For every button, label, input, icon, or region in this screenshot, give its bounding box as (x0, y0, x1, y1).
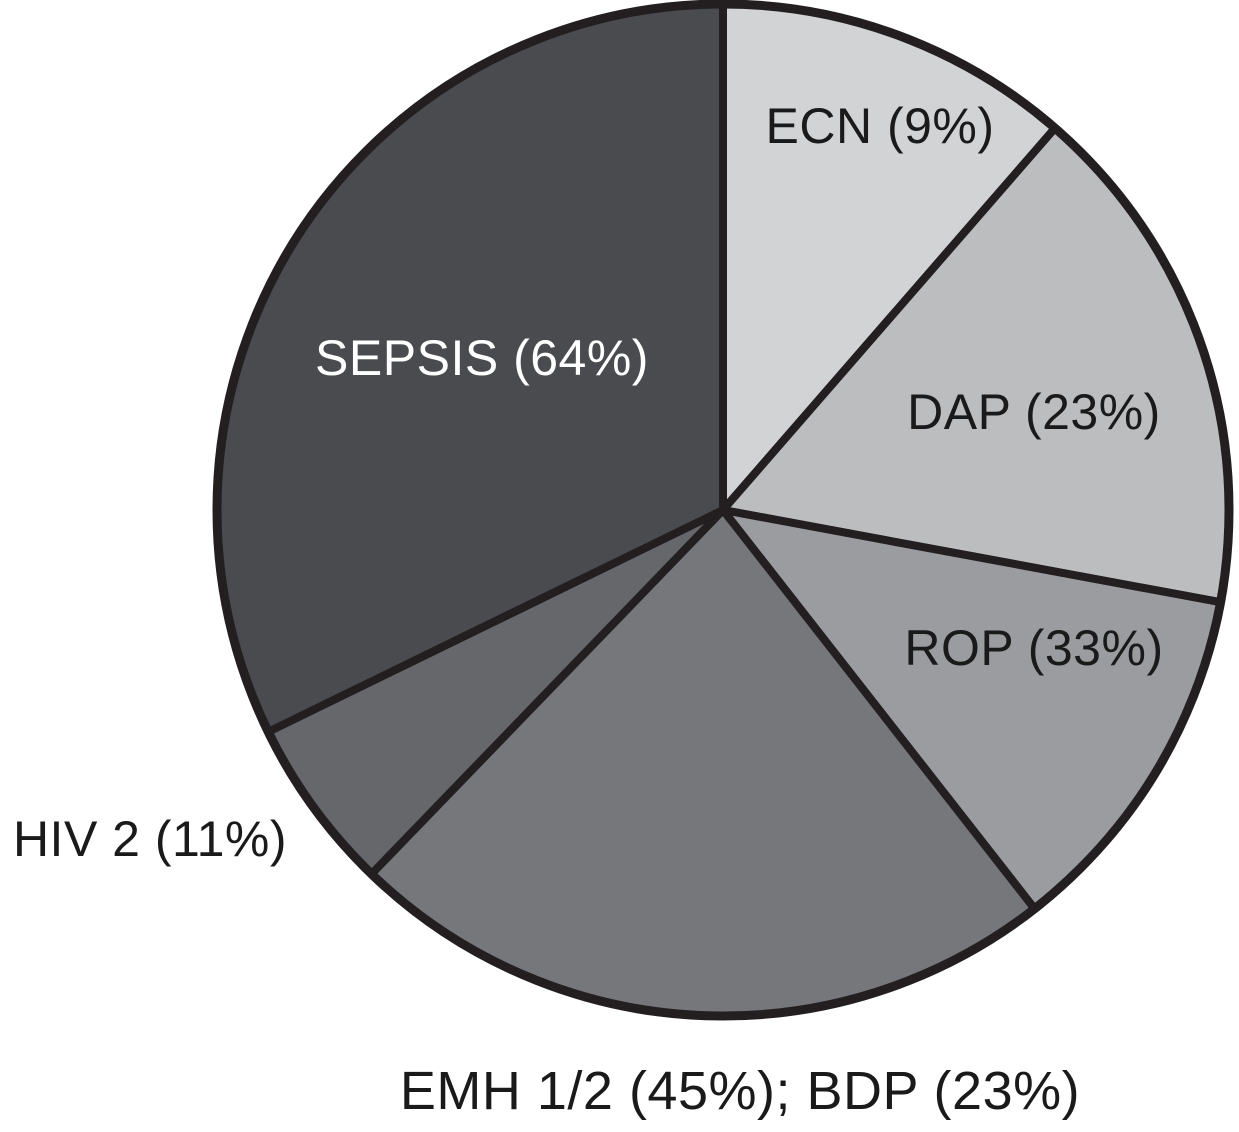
pie-outer-rim (212, 0, 1234, 1021)
slice-label-dap: DAP (23%) (907, 384, 1161, 440)
slice-label-emh-bdp: EMH 1/2 (45%); BDP (23%) (400, 1061, 1080, 1121)
slice-label-ecn: ECN (9%) (765, 98, 994, 154)
slice-label-hiv2: HIV 2 (11%) (13, 811, 287, 867)
slice-label-sepsis: SEPSIS (64%) (315, 330, 649, 386)
slice-label-rop: ROP (33%) (904, 620, 1163, 676)
